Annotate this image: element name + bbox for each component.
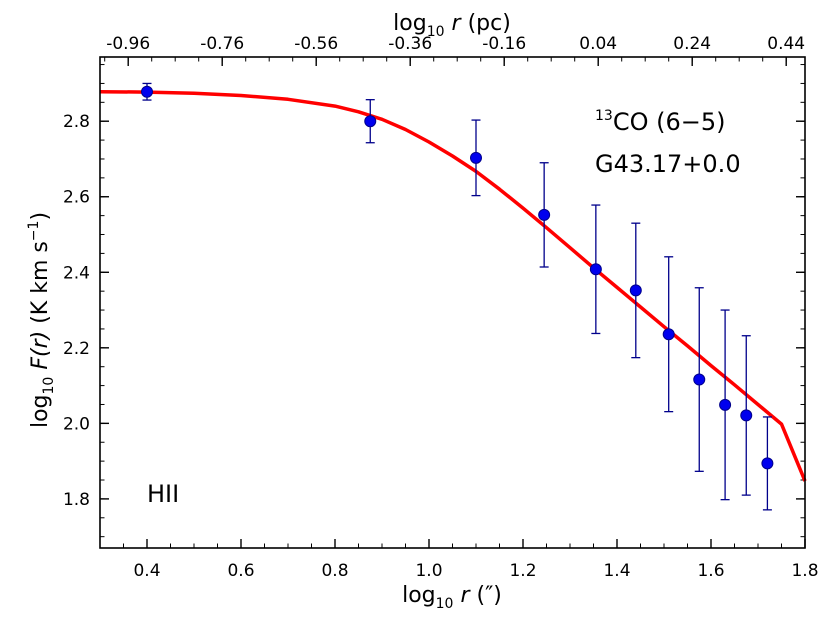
data-point (364, 115, 377, 128)
y-tick-label: 2.8 (63, 112, 90, 132)
x-tick-label: 1.4 (603, 561, 630, 581)
top-tick-label: -0.56 (294, 34, 338, 54)
top-tick-label: -0.16 (482, 34, 526, 54)
fit-line (99, 89, 807, 482)
top-tick-label: 0.44 (767, 34, 805, 54)
top-axis-label: log10 r (pc) (393, 11, 511, 40)
y-tick-label: 1.8 (63, 490, 90, 510)
y-axis-label: log10 F(r) (K km s−1) (26, 212, 57, 428)
top-tick-label: 0.04 (579, 34, 617, 54)
data-point (719, 398, 732, 411)
data-point (589, 263, 602, 276)
data-point (629, 284, 642, 297)
data-point (470, 151, 482, 164)
top-tick-label: -0.96 (106, 34, 150, 54)
region-label: HII (147, 480, 179, 508)
top-tick-label: -0.76 (200, 34, 244, 54)
y-tick-label: 2.6 (63, 188, 90, 208)
data-point (141, 85, 153, 98)
x-tick-label: 0.6 (227, 561, 254, 581)
top-tick-label: 0.24 (673, 34, 711, 54)
fit-layer (99, 89, 807, 482)
data-point (662, 328, 675, 341)
x-tick-label: 0.8 (321, 561, 348, 581)
y-tick-label: 2.2 (63, 339, 90, 359)
x-tick-label: 1.2 (509, 561, 536, 581)
y-tick-label: 2.4 (63, 263, 90, 283)
x-axis-label: log10 r (″) (402, 583, 502, 612)
data-point (740, 409, 753, 422)
x-tick-label: 1.6 (697, 561, 724, 581)
data-point (761, 457, 774, 470)
data-point (538, 208, 551, 221)
points-layer (141, 82, 774, 511)
plot-frame (99, 56, 806, 549)
y-tick-label: 2.0 (63, 414, 90, 434)
x-tick-label: 0.4 (133, 561, 160, 581)
line-label: 13CO (6−5) (595, 108, 725, 136)
source-label: G43.17+0.0 (595, 150, 741, 178)
data-point (693, 373, 706, 386)
top-tick-label: -0.36 (388, 34, 432, 54)
tick-labels: 0.4 0.6 0.8 1.0 1.2 1.4 1.6 1.8 -0.96 -0.76 -0.56 -… (63, 34, 819, 581)
x-tick-label: 1.8 (791, 561, 818, 581)
x-tick-label: 1.0 (415, 561, 442, 581)
